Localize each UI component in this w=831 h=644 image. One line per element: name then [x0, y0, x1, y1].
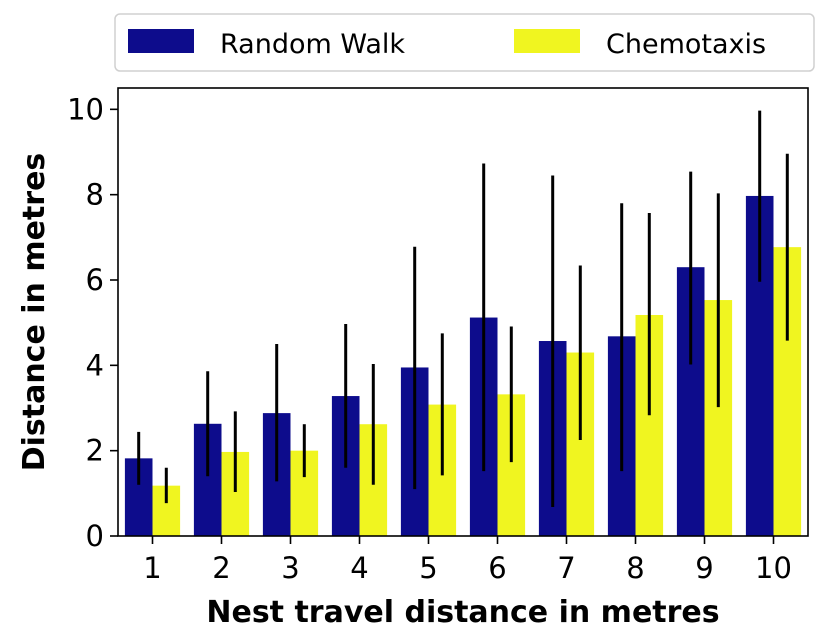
y-tick-label: 8 [86, 178, 104, 212]
y-axis: 0 2 4 6 8 10 [67, 92, 118, 553]
bars-layer [124, 195, 802, 537]
legend-label-random-walk: Random Walk [220, 29, 405, 60]
y-tick-label: 10 [67, 92, 104, 126]
plot-frame [117, 87, 809, 537]
x-tick-label: 5 [419, 551, 437, 585]
x-tick-label: 1 [143, 551, 161, 585]
x-axis: 1 2 3 4 5 6 7 8 9 10 [143, 536, 792, 585]
y-tick-label: 6 [86, 263, 104, 297]
y-tick-label: 4 [86, 348, 104, 382]
legend: Random Walk Chemotaxis [114, 13, 815, 72]
x-axis-label: Nest travel distance in metres [206, 595, 719, 630]
y-tick-label: 0 [86, 519, 104, 553]
x-tick-label: 2 [212, 551, 230, 585]
legend-swatch-random-walk [128, 29, 194, 53]
x-tick-label: 3 [281, 551, 299, 585]
legend-frame [114, 13, 815, 72]
legend-label-chemotaxis: Chemotaxis [606, 29, 766, 60]
error-bars-layer [137, 110, 789, 507]
y-tick-label: 2 [86, 434, 104, 468]
y-axis-label: Distance in metres [17, 153, 52, 472]
legend-swatch-chemotaxis [514, 29, 580, 53]
x-tick-label: 8 [626, 551, 644, 585]
x-tick-label: 10 [755, 551, 792, 585]
x-tick-label: 6 [488, 551, 506, 585]
x-tick-label: 9 [695, 551, 713, 585]
x-tick-label: 7 [557, 551, 575, 585]
x-tick-label: 4 [350, 551, 368, 585]
